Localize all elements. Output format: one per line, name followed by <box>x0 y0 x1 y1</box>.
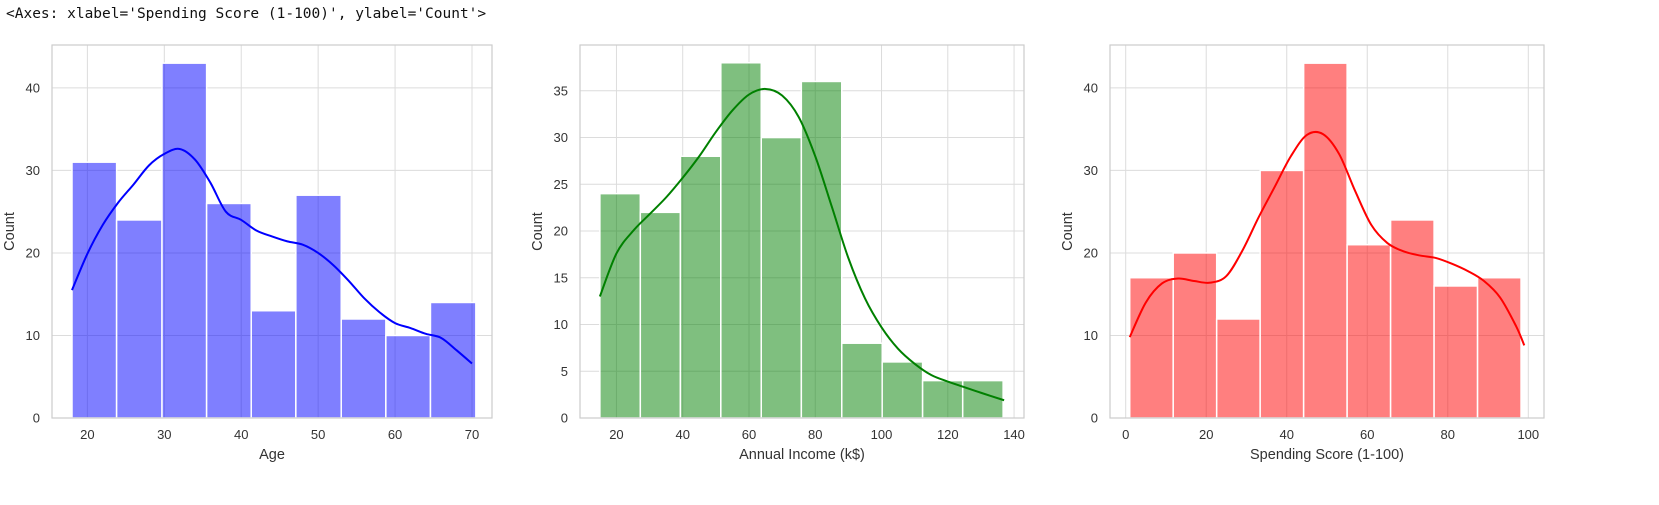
y-tick-label: 30 <box>554 130 568 145</box>
x-tick-label: 140 <box>1003 427 1025 442</box>
x-tick-label: 30 <box>157 427 171 442</box>
y-tick-label: 0 <box>33 411 40 426</box>
kde-curve <box>71 147 473 365</box>
y-tick-label: 20 <box>26 245 40 260</box>
y-tick-label: 35 <box>554 83 568 98</box>
histogram-bar <box>921 379 964 419</box>
y-tick-label: 20 <box>554 224 568 239</box>
histogram-bar <box>295 194 342 419</box>
histogram-bar <box>1302 62 1348 419</box>
y-axis-label: Count <box>2 212 18 251</box>
y-tick-label: 10 <box>1084 328 1098 343</box>
histogram-bar <box>1433 285 1479 419</box>
histogram-bar <box>800 80 843 419</box>
age-histogram-chart: 20 30 40 50 60 70 0 10 20 30 40 Age Count <box>2 44 493 463</box>
x-tick-label: 20 <box>80 427 94 442</box>
histogram-bar <box>340 318 387 419</box>
axes-frame <box>1109 44 1545 419</box>
y-tick-label: 20 <box>1084 245 1098 260</box>
x-tick-label: 60 <box>388 427 402 442</box>
histogram-bar <box>841 342 883 419</box>
histogram-bar <box>161 62 208 419</box>
y-tick-label: 10 <box>554 317 568 332</box>
y-tick-label: 40 <box>1084 80 1098 95</box>
x-axis-label: Annual Income (k$) <box>739 447 865 463</box>
y-tick-label: 30 <box>1084 163 1098 178</box>
x-axis-label: Age <box>259 447 285 463</box>
x-tick-label: 80 <box>1441 427 1455 442</box>
histogram-bar <box>639 211 682 419</box>
x-tick-label: 40 <box>1280 427 1294 442</box>
axes-frame <box>51 44 493 419</box>
x-tick-label: 20 <box>609 427 623 442</box>
histogram-bar <box>250 309 297 419</box>
x-tick-label: 20 <box>1199 427 1213 442</box>
kde-curve <box>598 87 1005 402</box>
histogram-bar <box>881 361 924 419</box>
output-repr: <Axes: xlabel='Spending Score (1-100)', … <box>6 6 487 22</box>
y-tick-label: 0 <box>561 411 568 426</box>
y-tick-label: 30 <box>26 163 40 178</box>
y-tick-label: 25 <box>554 177 568 192</box>
x-tick-label: 100 <box>871 427 893 442</box>
histogram-bar <box>1476 276 1522 419</box>
x-tick-label: 60 <box>742 427 756 442</box>
x-tick-label: 50 <box>311 427 325 442</box>
x-tick-label: 0 <box>1122 427 1129 442</box>
histogram-bar <box>115 219 163 419</box>
x-tick-label: 120 <box>937 427 959 442</box>
y-tick-label: 10 <box>26 328 40 343</box>
y-axis-label: Count <box>1060 212 1076 251</box>
x-tick-label: 40 <box>234 427 248 442</box>
histogram-bar <box>1346 243 1392 419</box>
histogram-bar <box>599 192 642 419</box>
x-tick-label: 100 <box>1517 427 1539 442</box>
histogram-bar <box>760 136 803 419</box>
x-tick-label: 70 <box>465 427 479 442</box>
x-tick-label: 60 <box>1360 427 1374 442</box>
histogram-bar <box>1259 169 1305 419</box>
histogram-bar <box>71 161 118 419</box>
kde-curve <box>1128 130 1526 346</box>
x-axis-label: Spending Score (1-100) <box>1250 447 1404 463</box>
y-tick-label: 40 <box>26 80 40 95</box>
histogram-bar <box>679 155 722 419</box>
histogram-bar <box>205 202 252 419</box>
annual-income-histogram-chart: 20 40 60 80 100 120 140 0 5 10 15 20 25 30 35 Annual In… <box>530 44 1025 463</box>
y-tick-label: 15 <box>554 270 568 285</box>
histogram-bar <box>961 379 1004 419</box>
x-tick-label: 40 <box>675 427 689 442</box>
y-tick-label: 5 <box>561 364 568 379</box>
histogram-bar <box>1128 276 1174 419</box>
spending-score-histogram-chart: 0 20 40 60 80 100 0 10 20 30 40 Spending Score (1-1… <box>1060 44 1545 463</box>
y-axis-label: Count <box>530 212 546 251</box>
axes-frame <box>579 44 1025 419</box>
y-tick-label: 0 <box>1091 411 1098 426</box>
histogram-bar <box>1215 318 1261 419</box>
x-tick-label: 80 <box>808 427 822 442</box>
histogram-bar <box>385 334 432 419</box>
